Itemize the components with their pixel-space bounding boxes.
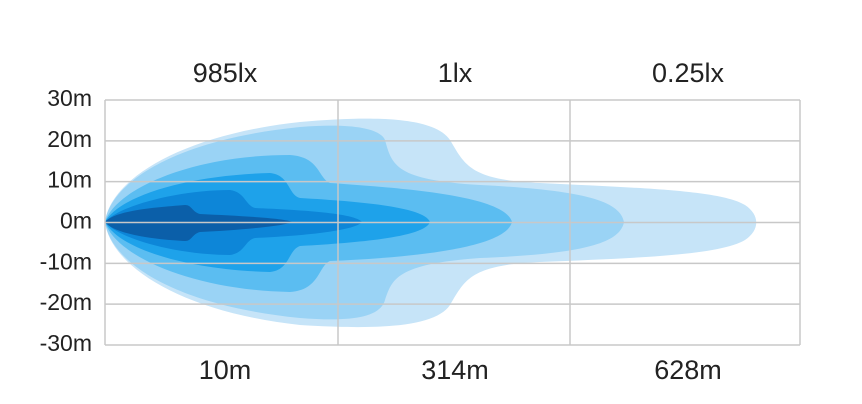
- y-tick-label: 0m: [60, 208, 92, 234]
- y-tick-label: -30m: [40, 330, 92, 356]
- x-tick-label: 628m: [654, 355, 722, 385]
- y-tick-label: 20m: [47, 126, 92, 152]
- y-tick-label: -20m: [40, 289, 92, 315]
- top-label: 985lx: [193, 58, 258, 88]
- y-tick-label: 10m: [47, 167, 92, 193]
- x-tick-label: 314m: [421, 355, 489, 385]
- top-label: 1lx: [438, 58, 473, 88]
- y-tick-label: -10m: [40, 248, 92, 274]
- x-tick-label: 10m: [199, 355, 252, 385]
- top-label: 0.25lx: [652, 58, 725, 88]
- y-tick-label: 30m: [47, 85, 92, 111]
